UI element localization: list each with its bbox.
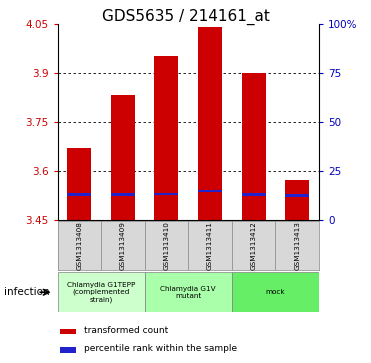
Bar bbox=[67, 148, 91, 220]
Bar bbox=[58, 272, 145, 312]
Text: GSM1313411: GSM1313411 bbox=[207, 221, 213, 270]
Text: transformed count: transformed count bbox=[84, 326, 168, 335]
Text: mock: mock bbox=[266, 289, 285, 295]
Bar bbox=[111, 95, 135, 220]
Bar bbox=[60, 347, 76, 353]
Bar bbox=[285, 180, 309, 220]
Bar bbox=[67, 193, 91, 196]
Bar bbox=[242, 73, 266, 220]
Bar bbox=[111, 193, 135, 196]
Text: Chlamydia G1V
mutant: Chlamydia G1V mutant bbox=[161, 286, 216, 299]
Text: percentile rank within the sample: percentile rank within the sample bbox=[84, 344, 237, 354]
Text: GSM1313408: GSM1313408 bbox=[76, 221, 82, 270]
Bar bbox=[285, 195, 309, 197]
Bar bbox=[232, 272, 319, 312]
Text: GSM1313410: GSM1313410 bbox=[164, 221, 170, 270]
Bar bbox=[198, 27, 222, 220]
Bar bbox=[154, 56, 178, 220]
Bar bbox=[60, 329, 76, 334]
Text: GDS5635 / 214161_at: GDS5635 / 214161_at bbox=[102, 9, 269, 25]
Text: GSM1313412: GSM1313412 bbox=[251, 221, 257, 270]
Bar bbox=[198, 189, 222, 192]
Text: GSM1313413: GSM1313413 bbox=[294, 221, 300, 270]
Text: Chlamydia G1TEPP
(complemented
strain): Chlamydia G1TEPP (complemented strain) bbox=[67, 282, 135, 303]
Bar bbox=[145, 272, 232, 312]
Bar bbox=[242, 193, 266, 196]
Bar bbox=[154, 193, 178, 195]
Text: GSM1313409: GSM1313409 bbox=[120, 221, 126, 270]
Text: infection: infection bbox=[4, 287, 49, 297]
